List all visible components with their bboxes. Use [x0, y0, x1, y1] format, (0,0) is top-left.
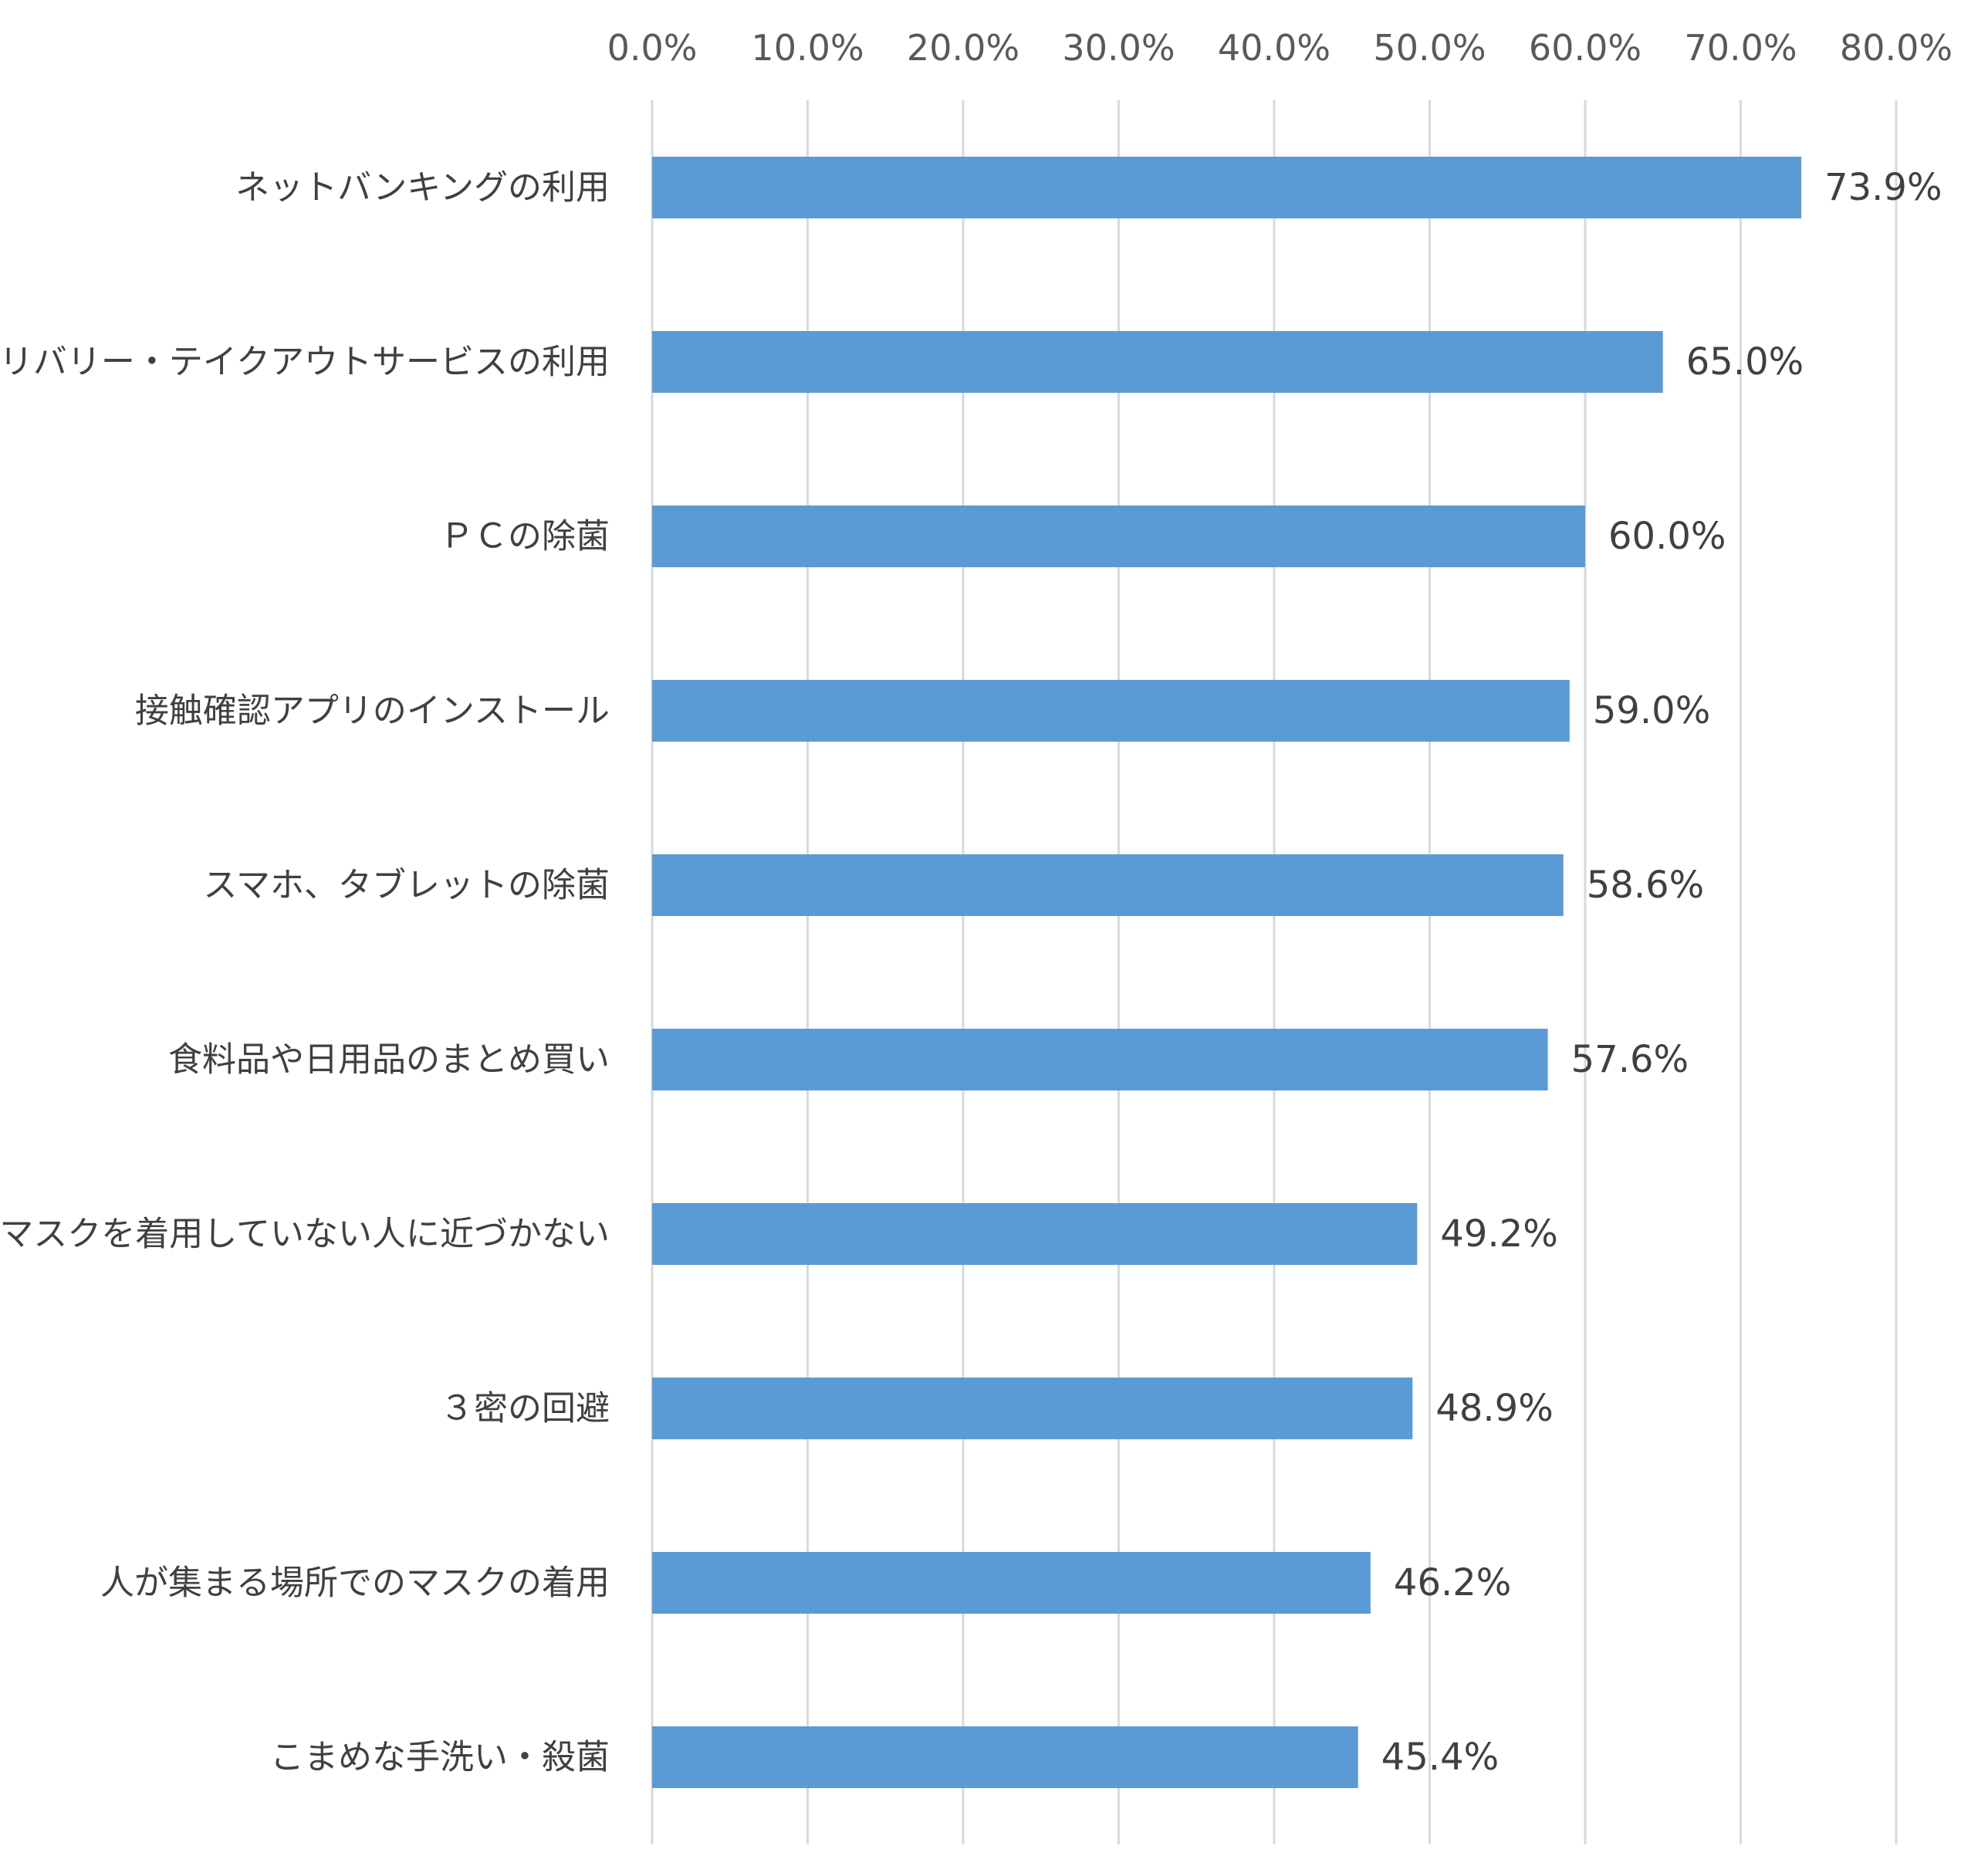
data-label: 48.9%	[1435, 1387, 1553, 1430]
bars	[652, 157, 1802, 1788]
bar	[652, 331, 1663, 393]
bar	[652, 157, 1802, 218]
data-label: 57.6%	[1571, 1038, 1689, 1081]
x-tick-label: 80.0%	[1840, 27, 1952, 69]
data-label: 60.0%	[1608, 515, 1726, 558]
data-label: 59.0%	[1593, 689, 1710, 732]
bar	[652, 1726, 1358, 1788]
x-tick-label: 40.0%	[1218, 27, 1330, 69]
data-label: 73.9%	[1824, 166, 1942, 209]
category-label: マスクを着用していない人に近づかない	[0, 1215, 610, 1254]
data-label: 46.2%	[1394, 1561, 1511, 1604]
bar	[652, 1029, 1548, 1090]
category-label: ネットバンキングの利用	[235, 168, 610, 208]
category-label: ３密の回避	[440, 1389, 610, 1428]
data-labels: 73.9% 65.0% 60.0% 59.0% 58.6% 57.6% 49.2% 48.9%…	[1381, 166, 1942, 1779]
x-tick-label: 30.0%	[1062, 27, 1175, 69]
bar	[652, 505, 1585, 567]
category-label: 人が集まる場所でのマスクの着用	[100, 1564, 610, 1603]
bar	[652, 1378, 1413, 1439]
data-label: 49.2%	[1440, 1212, 1557, 1256]
x-tick-label: 20.0%	[907, 27, 1019, 69]
category-label: ＰＣの除菌	[440, 517, 610, 556]
bar	[652, 680, 1570, 742]
data-label: 45.4%	[1381, 1736, 1499, 1779]
x-tick-label: 50.0%	[1373, 27, 1486, 69]
category-label: 食料品や日用品のまとめ買い	[168, 1040, 610, 1080]
x-tick-label: 0.0%	[607, 27, 698, 69]
data-label: 58.6%	[1587, 864, 1704, 907]
x-axis-tick-labels: 0.0% 10.0% 20.0% 30.0% 40.0% 50.0% 60.0% 70.0% 8…	[607, 27, 1953, 69]
bar	[652, 854, 1564, 916]
category-label: 接触確認アプリのインストール	[135, 691, 610, 731]
x-tick-label: 60.0%	[1529, 27, 1641, 69]
x-tick-label: 10.0%	[751, 27, 864, 69]
category-label: デリバリー・テイクアウトサービスの利用	[0, 343, 610, 382]
bar	[652, 1552, 1371, 1614]
bar	[652, 1203, 1418, 1265]
data-label: 65.0%	[1686, 340, 1804, 384]
category-label: こまめな手洗い・殺菌	[270, 1738, 610, 1777]
x-tick-label: 70.0%	[1684, 27, 1797, 69]
category-label: スマホ、タブレットの除菌	[203, 866, 610, 905]
